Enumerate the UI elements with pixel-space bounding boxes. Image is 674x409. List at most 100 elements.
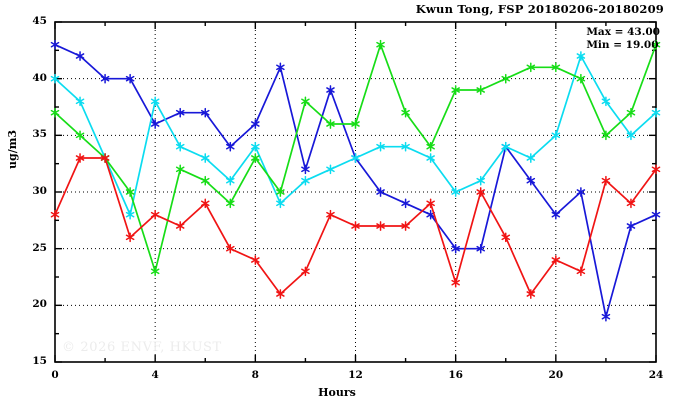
data-point-marker — [401, 141, 410, 152]
data-point-marker — [426, 141, 435, 152]
x-tick-label: 24 — [648, 369, 664, 381]
chart-legend: Max = 43.00 Min = 19.00 — [586, 26, 660, 52]
data-point-marker — [651, 164, 661, 175]
data-point-marker — [251, 141, 260, 152]
data-point-marker — [301, 164, 310, 175]
data-point-marker — [75, 130, 85, 141]
data-point-marker — [175, 107, 185, 118]
data-point-marker — [376, 141, 385, 152]
data-point-marker — [551, 255, 561, 265]
data-point-marker — [251, 255, 260, 265]
data-point-marker — [551, 130, 561, 141]
data-point-marker — [601, 311, 611, 322]
data-point-marker — [200, 198, 210, 209]
data-point-marker — [175, 221, 185, 231]
y-tick-label: 40 — [32, 71, 47, 84]
data-point-marker — [476, 175, 486, 186]
y-tick-label: 20 — [32, 298, 47, 311]
data-point-marker — [326, 164, 335, 175]
data-point-marker — [125, 187, 135, 197]
data-point-marker — [150, 119, 160, 129]
data-point-marker — [551, 62, 561, 73]
data-point-marker — [601, 130, 611, 141]
chart-title: Kwun Tong, FSP 20180206-20180209 — [415, 2, 664, 16]
data-point-marker — [626, 221, 636, 231]
x-tick-label: 0 — [51, 369, 59, 381]
y-tick-label: 45 — [32, 15, 47, 27]
data-point-marker — [376, 187, 385, 197]
data-point-marker — [100, 153, 110, 163]
data-point-marker — [50, 39, 60, 50]
data-point-marker — [626, 107, 636, 118]
data-point-marker — [576, 187, 586, 197]
x-tick-label: 12 — [348, 369, 363, 381]
data-point-marker — [225, 243, 235, 254]
data-point-marker — [326, 209, 335, 220]
data-point-marker — [401, 221, 410, 231]
data-point-marker — [150, 96, 160, 107]
data-point-marker — [125, 209, 135, 220]
data-point-marker — [576, 51, 586, 61]
x-tick-label: 16 — [448, 369, 463, 381]
y-tick-label: 15 — [32, 355, 47, 367]
x-tick-label: 20 — [548, 369, 564, 381]
data-point-marker — [251, 119, 260, 129]
data-point-marker — [175, 164, 185, 175]
data-point-marker — [100, 73, 110, 84]
data-point-marker — [301, 175, 310, 186]
data-point-marker — [401, 198, 410, 209]
data-point-marker — [175, 141, 185, 152]
data-point-marker — [476, 85, 486, 95]
data-point-marker — [526, 289, 536, 299]
data-point-marker — [651, 39, 661, 50]
data-point-marker — [376, 39, 385, 50]
data-point-marker — [75, 96, 85, 107]
data-point-marker — [351, 221, 360, 231]
data-point-marker — [451, 243, 460, 254]
data-point-marker — [526, 175, 536, 186]
data-point-marker — [225, 175, 235, 186]
data-point-marker — [75, 153, 85, 163]
x-tick-label: 8 — [251, 369, 259, 381]
data-point-marker — [276, 187, 285, 197]
data-point-marker — [75, 51, 85, 61]
data-point-marker — [276, 289, 285, 299]
y-tick-label: 30 — [32, 185, 47, 197]
data-point-marker — [426, 198, 435, 209]
x-axis-label: Hours — [318, 386, 356, 399]
data-point-marker — [601, 175, 611, 186]
data-point-marker — [626, 198, 636, 209]
data-point-marker — [626, 130, 636, 141]
series-line-20180206 — [54, 43, 657, 318]
data-point-marker — [551, 209, 561, 220]
data-point-marker — [50, 73, 60, 84]
data-point-marker — [376, 221, 385, 231]
data-point-marker — [526, 62, 536, 73]
data-point-marker — [501, 73, 511, 84]
data-point-marker — [576, 73, 586, 84]
data-point-marker — [225, 141, 235, 152]
legend-max-label: Max = 43.00 — [586, 26, 660, 38]
data-point-marker — [476, 243, 486, 254]
data-point-marker — [451, 187, 460, 197]
data-point-marker — [651, 107, 661, 118]
data-point-marker — [200, 175, 210, 186]
data-point-marker — [150, 209, 160, 220]
data-point-marker — [501, 232, 511, 243]
data-point-marker — [301, 266, 310, 277]
data-point-marker — [451, 277, 460, 288]
data-point-marker — [526, 153, 536, 163]
data-point-marker — [125, 232, 135, 243]
data-point-marker — [651, 209, 661, 220]
data-point-marker — [125, 73, 135, 84]
data-point-marker — [225, 198, 235, 209]
data-point-marker — [50, 107, 60, 118]
y-tick-label: 25 — [32, 241, 47, 254]
data-point-marker — [501, 141, 511, 152]
y-axis-label: ug/m3 — [6, 130, 19, 169]
data-point-marker — [301, 96, 310, 107]
data-point-marker — [150, 266, 160, 277]
data-point-marker — [351, 153, 360, 163]
data-point-marker — [351, 119, 360, 129]
